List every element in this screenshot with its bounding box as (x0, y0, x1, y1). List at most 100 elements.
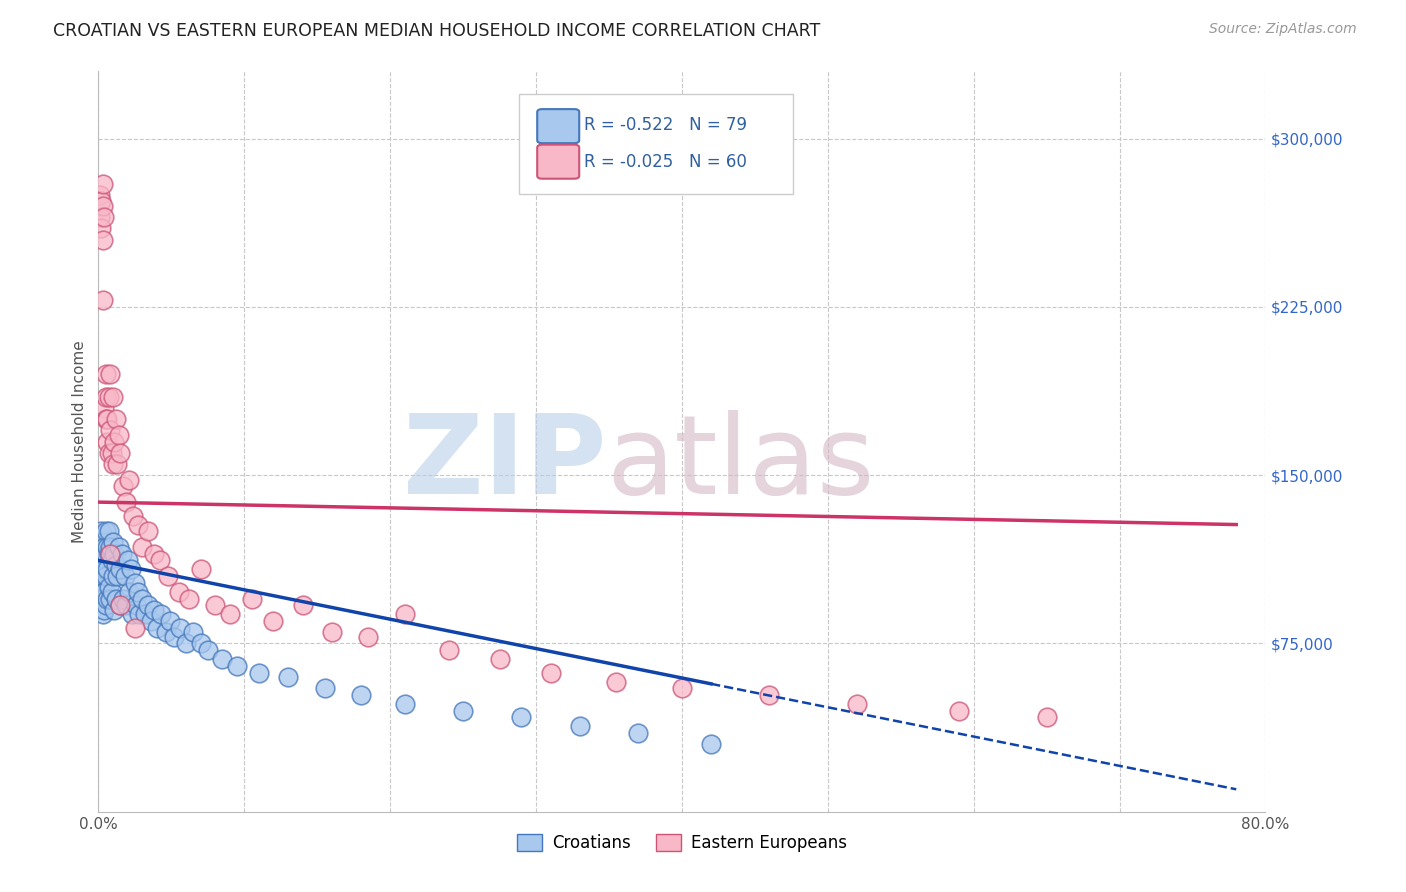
Point (93, 603, 115, 617)
Point (211, 652, 233, 666)
Point (568, 719, 591, 733)
Point (150, 607, 173, 622)
Point (262, 614, 284, 628)
Point (94, 599, 117, 613)
Point (105, 569, 128, 583)
Point (125, 599, 148, 613)
Point (394, 607, 416, 622)
Point (846, 697, 869, 711)
Point (91, 569, 114, 583)
Point (181, 625, 204, 640)
Point (120, 562, 142, 576)
Point (163, 630, 186, 644)
Point (110, 562, 132, 576)
Point (98, 591, 121, 606)
Point (110, 599, 132, 613)
Point (94, 524, 117, 539)
Point (131, 591, 153, 606)
Point (94, 368, 117, 382)
Point (90, 524, 112, 539)
Point (122, 508, 145, 523)
Point (98, 547, 121, 561)
Point (948, 704, 970, 718)
FancyBboxPatch shape (537, 145, 579, 178)
Point (758, 688, 780, 702)
Point (136, 599, 159, 613)
Point (89, 187, 111, 202)
Point (89, 210, 111, 224)
Point (671, 681, 693, 696)
Point (159, 614, 181, 628)
Point (91, 535, 114, 549)
Point (357, 630, 380, 644)
Point (91, 293, 114, 308)
Point (89, 569, 111, 583)
Point (103, 547, 125, 561)
Text: R = -0.522   N = 79: R = -0.522 N = 79 (583, 117, 747, 135)
Point (121, 607, 143, 622)
Point (394, 697, 416, 711)
FancyBboxPatch shape (537, 109, 579, 144)
Point (128, 607, 150, 622)
Point (197, 643, 219, 657)
Point (108, 540, 131, 554)
Point (96, 540, 118, 554)
Point (108, 427, 131, 442)
Point (605, 674, 627, 689)
Point (101, 569, 124, 583)
Point (190, 636, 212, 650)
Point (277, 670, 299, 684)
Point (112, 479, 135, 493)
Point (97, 547, 120, 561)
Point (110, 446, 132, 460)
Text: CROATIAN VS EASTERN EUROPEAN MEDIAN HOUSEHOLD INCOME CORRELATION CHART: CROATIAN VS EASTERN EUROPEAN MEDIAN HOUS… (53, 22, 821, 40)
Point (190, 562, 212, 576)
Point (142, 547, 165, 561)
Point (96, 591, 118, 606)
Text: R = -0.025   N = 60: R = -0.025 N = 60 (583, 153, 747, 170)
Point (90, 547, 112, 561)
Point (174, 636, 197, 650)
Point (115, 599, 138, 613)
Point (103, 603, 125, 617)
Point (131, 540, 153, 554)
Point (105, 457, 128, 471)
Point (247, 665, 270, 680)
Text: atlas: atlas (606, 410, 875, 517)
Point (91, 553, 114, 567)
Point (314, 681, 336, 696)
Point (488, 652, 510, 666)
Point (100, 553, 122, 567)
Point (94, 390, 117, 404)
Point (94, 569, 117, 583)
Point (97, 524, 120, 539)
Point (136, 524, 159, 539)
Point (101, 535, 124, 549)
Point (700, 738, 723, 752)
Point (321, 625, 343, 640)
Point (91, 591, 114, 606)
Point (93, 401, 115, 415)
Point (350, 688, 373, 702)
Point (98, 423, 121, 437)
Point (127, 517, 149, 532)
Y-axis label: Median Household Income: Median Household Income (72, 340, 87, 543)
Point (127, 585, 149, 599)
Point (93, 585, 115, 599)
Point (437, 643, 460, 657)
Point (90, 221, 112, 235)
Point (98, 540, 121, 554)
Point (104, 558, 127, 572)
Text: Source: ZipAtlas.com: Source: ZipAtlas.com (1209, 22, 1357, 37)
Point (115, 495, 138, 509)
Point (89, 585, 111, 599)
Point (1035, 710, 1057, 724)
Point (112, 591, 135, 606)
Point (157, 569, 180, 583)
Point (540, 665, 562, 680)
Point (169, 621, 191, 635)
Point (149, 553, 172, 567)
Point (96, 434, 118, 449)
Point (97, 580, 120, 594)
Point (100, 585, 122, 599)
